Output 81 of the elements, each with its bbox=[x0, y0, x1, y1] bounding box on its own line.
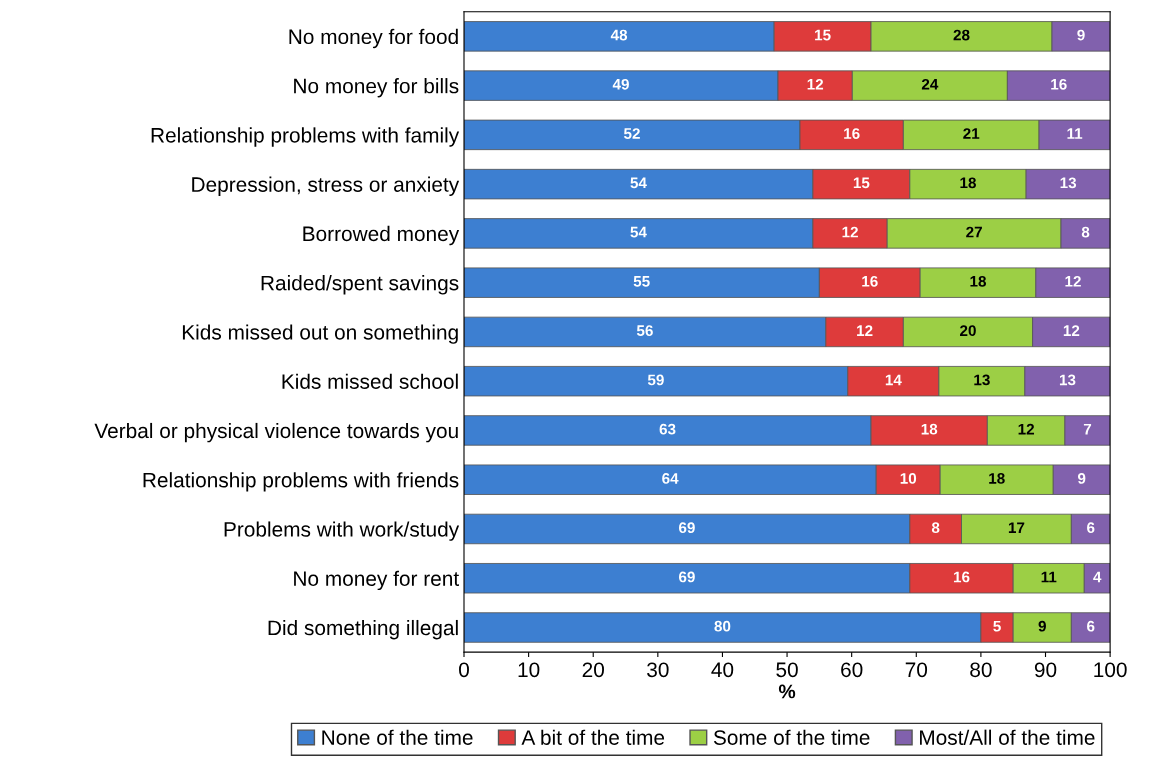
data-label: 12 bbox=[807, 78, 824, 90]
data-label: 9 bbox=[1077, 473, 1086, 484]
x-axis-title: % bbox=[778, 684, 796, 699]
data-label: 54 bbox=[630, 226, 647, 238]
data-label: 12 bbox=[1063, 325, 1080, 336]
data-label: 6 bbox=[1087, 522, 1095, 534]
data-label: 11 bbox=[1067, 128, 1083, 139]
data-label: 12 bbox=[857, 325, 873, 336]
data-label: 9 bbox=[1077, 29, 1085, 41]
data-label: 16 bbox=[862, 275, 878, 287]
data-label: 59 bbox=[647, 374, 664, 386]
data-label: 15 bbox=[853, 177, 870, 189]
data-label: 10 bbox=[900, 473, 917, 484]
legend-label: A bit of the time bbox=[521, 729, 665, 745]
legend-label: Some of the time bbox=[713, 729, 870, 745]
x-tick-label: 90 bbox=[1034, 662, 1057, 678]
y-tick-label: Verbal or physical violence towards you bbox=[94, 422, 458, 443]
y-tick-label: Borrowed money bbox=[303, 225, 460, 246]
x-tick-label: 60 bbox=[841, 662, 863, 678]
data-label: 20 bbox=[960, 325, 976, 337]
y-tick-label: Relationship problems with friends bbox=[143, 472, 459, 492]
x-tick-label: 100 bbox=[1094, 662, 1127, 678]
y-tick-label: Kids missed out on something bbox=[182, 324, 458, 344]
data-label: 12 bbox=[842, 226, 858, 238]
data-label: 64 bbox=[662, 473, 679, 484]
x-tick-label: 0 bbox=[459, 662, 469, 678]
data-label: 55 bbox=[633, 276, 650, 287]
legend-label: None of the time bbox=[322, 729, 473, 745]
data-label: 27 bbox=[966, 226, 982, 238]
x-tick-label: 70 bbox=[905, 662, 928, 678]
y-tick-label: Depression, stress or anxiety bbox=[192, 176, 460, 197]
data-label: 80 bbox=[714, 620, 731, 632]
data-label: 9 bbox=[1038, 620, 1046, 632]
data-label: 12 bbox=[1018, 423, 1035, 435]
y-tick-label: Raided/spent savings bbox=[261, 275, 459, 295]
data-label: 4 bbox=[1093, 571, 1102, 583]
y-tick-label: No money for bills bbox=[294, 78, 459, 98]
data-label: 48 bbox=[610, 29, 628, 41]
data-label: 14 bbox=[885, 374, 902, 386]
data-label: 18 bbox=[970, 275, 987, 287]
data-label: 8 bbox=[1081, 226, 1090, 238]
data-label: 12 bbox=[1065, 275, 1081, 287]
data-label: 16 bbox=[953, 571, 970, 583]
x-tick-label: 10 bbox=[518, 662, 540, 678]
data-label: 7 bbox=[1083, 423, 1092, 435]
data-label: 18 bbox=[989, 473, 1005, 484]
data-label: 69 bbox=[678, 571, 695, 583]
data-label: 18 bbox=[960, 177, 976, 189]
data-label: 21 bbox=[963, 128, 980, 139]
data-label: 49 bbox=[612, 78, 629, 90]
data-label: 24 bbox=[921, 78, 939, 90]
data-label: 16 bbox=[1051, 78, 1067, 90]
data-label: 69 bbox=[678, 522, 695, 534]
x-tick-label: 50 bbox=[776, 662, 798, 678]
data-label: 18 bbox=[921, 423, 938, 435]
data-label: 63 bbox=[659, 423, 676, 435]
y-tick-label: No money for rent bbox=[294, 570, 459, 591]
data-label: 11 bbox=[1041, 571, 1057, 583]
data-label: 16 bbox=[844, 128, 860, 139]
x-tick-label: 20 bbox=[582, 662, 604, 678]
data-label: 8 bbox=[931, 522, 940, 534]
x-tick-label: 40 bbox=[711, 662, 734, 678]
y-tick-label: Did something illegal bbox=[268, 619, 458, 640]
y-tick-label: Relationship problems with family bbox=[151, 127, 460, 147]
data-label: 54 bbox=[630, 177, 647, 189]
data-label: 6 bbox=[1087, 620, 1095, 632]
data-label: 56 bbox=[636, 325, 653, 337]
data-label: 28 bbox=[953, 29, 970, 41]
data-label: 13 bbox=[974, 374, 990, 386]
x-tick-label: 80 bbox=[970, 662, 992, 678]
data-label: 15 bbox=[815, 29, 831, 41]
data-label: 13 bbox=[1059, 374, 1076, 386]
data-label: 17 bbox=[1008, 522, 1025, 533]
y-tick-label: Kids missed school bbox=[282, 373, 458, 389]
x-tick-label: 30 bbox=[647, 662, 669, 678]
y-tick-label: No money for food bbox=[289, 28, 458, 49]
data-label: 52 bbox=[623, 128, 640, 139]
data-label: 5 bbox=[993, 620, 1001, 632]
data-label: 13 bbox=[1060, 177, 1077, 189]
legend-label: Most/All of the time bbox=[920, 729, 1095, 745]
y-tick-label: Problems with work/study bbox=[224, 521, 460, 541]
